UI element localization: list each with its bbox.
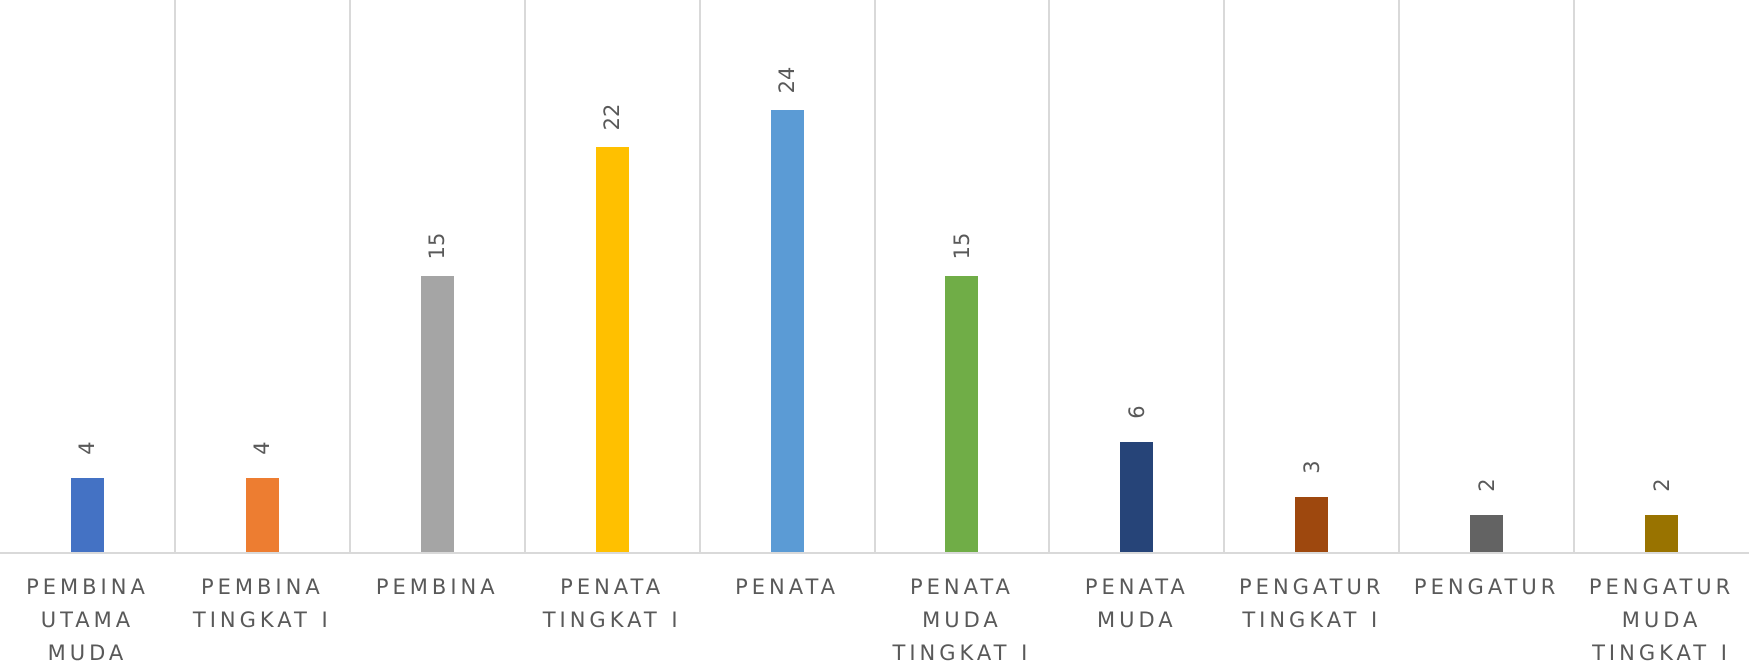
x-tick-label: PENATA — [735, 575, 840, 599]
bar — [70, 478, 104, 552]
bar — [245, 478, 279, 552]
data-label: 24 — [775, 67, 800, 94]
data-label: 6 — [1124, 404, 1149, 419]
data-label: 15 — [949, 232, 974, 260]
bar — [945, 276, 979, 552]
data-label: 3 — [1299, 460, 1324, 474]
data-label: 2 — [1649, 478, 1674, 492]
bar — [595, 147, 629, 552]
x-tick-label: PEMBINA TINGKAT I — [192, 575, 332, 632]
bar — [1470, 515, 1504, 552]
bar — [1645, 515, 1679, 552]
data-label: 2 — [1474, 478, 1499, 492]
x-tick-label: PEMBINA UTAMA MUDA — [26, 575, 149, 665]
separator — [1398, 0, 1401, 552]
data-label: 4 — [250, 441, 275, 456]
bar — [1295, 496, 1329, 552]
bar — [770, 110, 804, 552]
x-tick-label: PENGATUR MUDA TINGKAT I — [1588, 575, 1735, 665]
separator — [173, 0, 176, 552]
x-tick-label: PEMBINA — [375, 575, 499, 599]
data-label: 4 — [75, 441, 100, 456]
bar — [420, 276, 454, 552]
separator — [348, 0, 351, 552]
separator — [1573, 0, 1576, 552]
x-tick-label: PENATA TINGKAT I — [542, 575, 682, 632]
separator — [873, 0, 876, 552]
data-label: 22 — [600, 103, 625, 131]
x-tick-label: PENATA MUDA TINGKAT I — [892, 575, 1032, 665]
x-tick-label: PENATA MUDA — [1084, 575, 1189, 632]
data-label: 15 — [425, 232, 450, 260]
x-tick-label: PENGATUR — [1413, 575, 1560, 599]
separator — [1048, 0, 1051, 552]
bar — [1120, 441, 1154, 552]
separator — [698, 0, 701, 552]
separator — [523, 0, 526, 552]
baseline — [0, 552, 1749, 554]
x-tick-label: PENGATUR TINGKAT I — [1239, 575, 1385, 632]
separator — [1223, 0, 1226, 552]
